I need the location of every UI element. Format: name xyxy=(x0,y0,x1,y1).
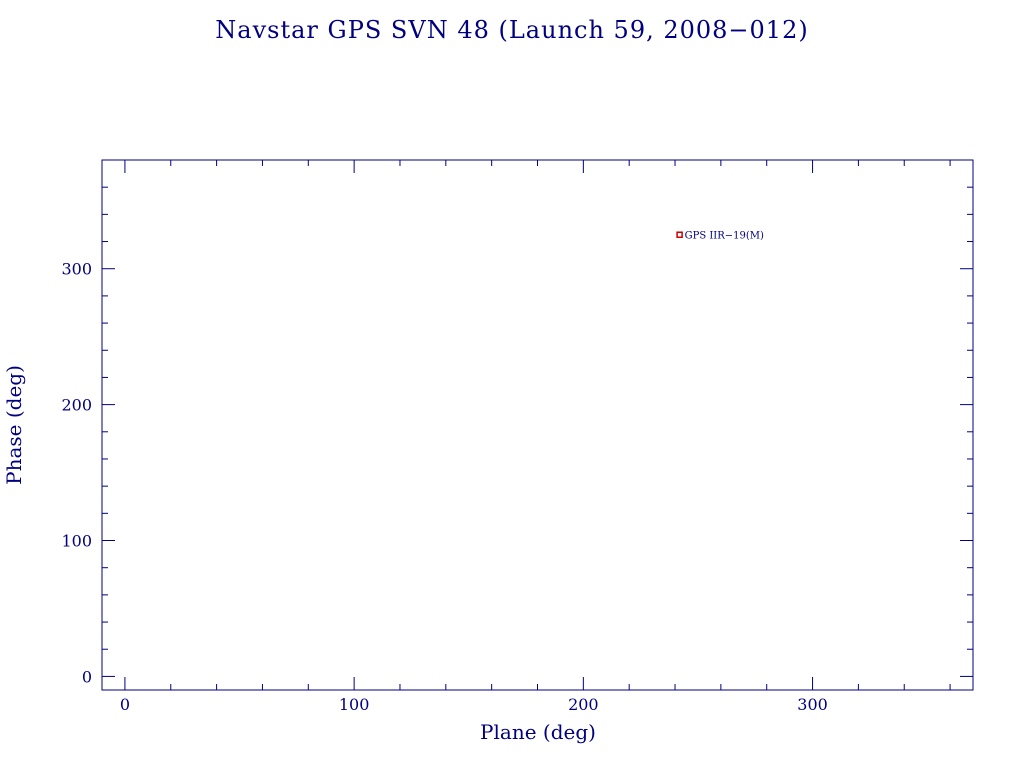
plot-frame xyxy=(101,159,974,691)
x-tick-label: 300 xyxy=(797,695,828,714)
x-tick-label: 0 xyxy=(120,695,130,714)
chart-title: Navstar GPS SVN 48 (Launch 59, 2008−012) xyxy=(215,16,808,44)
y-tick-label: 100 xyxy=(61,532,92,551)
y-tick-label: 0 xyxy=(82,667,92,686)
x-tick-label: 200 xyxy=(568,695,599,714)
data-points: GPS IIR−19(M) xyxy=(676,231,764,242)
data-point-marker xyxy=(676,231,683,238)
data-point-label: GPS IIR−19(M) xyxy=(685,231,764,242)
x-axis-title: Plane (deg) xyxy=(480,720,596,744)
axis-tick-labels: 0 100 200 300 0 100 200 300 xyxy=(61,260,827,714)
axis-ticks xyxy=(102,159,973,690)
x-tick-label: 100 xyxy=(339,695,370,714)
y-tick-label: 300 xyxy=(61,260,92,279)
y-axis-title: Phase (deg) xyxy=(2,365,26,485)
y-tick-label: 200 xyxy=(61,396,92,415)
